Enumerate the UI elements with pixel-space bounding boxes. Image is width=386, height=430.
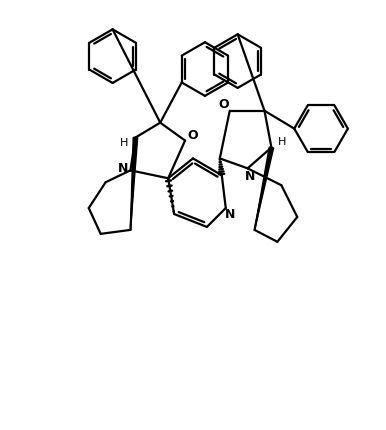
Polygon shape <box>254 147 274 230</box>
Polygon shape <box>130 138 138 230</box>
Text: N: N <box>225 209 235 221</box>
Text: H: H <box>278 137 286 147</box>
Text: H: H <box>120 138 129 147</box>
Text: N: N <box>244 170 255 183</box>
Text: O: O <box>218 98 229 111</box>
Text: N: N <box>119 162 129 175</box>
Text: O: O <box>188 129 198 142</box>
